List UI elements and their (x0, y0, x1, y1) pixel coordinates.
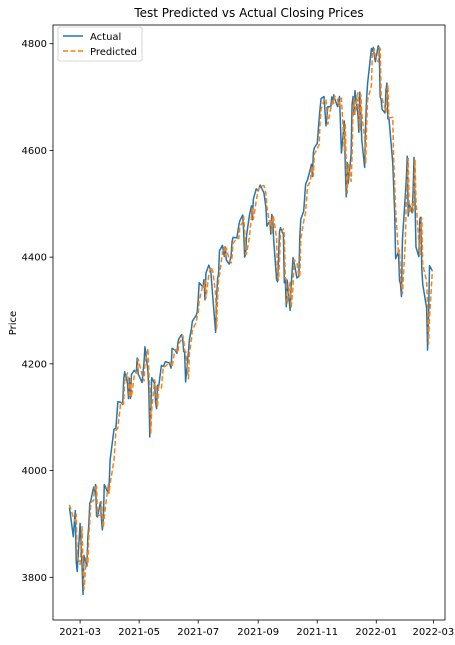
plot-series (68, 45, 434, 596)
y-axis: 3800 4000 4200 4400 4600 4800 (22, 39, 53, 584)
y-tick-label: 4800 (22, 39, 47, 50)
x-tick-label: 2021-03 (59, 627, 101, 638)
x-tick-label: 2021-09 (237, 627, 279, 638)
legend: Actual Predicted (57, 26, 143, 62)
x-tick-label: 2021-11 (296, 627, 338, 638)
x-tick-label: 2022-01 (355, 627, 397, 638)
y-tick-label: 4600 (22, 146, 47, 157)
x-tick-label: 2021-07 (177, 627, 219, 638)
series-line-actual (68, 45, 434, 596)
legend-label-actual: Actual (90, 32, 121, 43)
x-tick-label: 2022-03 (412, 627, 454, 638)
chart-title: Test Predicted vs Actual Closing Prices (133, 6, 363, 20)
x-axis: 2021-03 2021-05 2021-07 2021-09 2021-11 2022-… (59, 620, 454, 638)
y-tick-label: 3800 (22, 573, 47, 584)
x-tick-label: 2021-05 (118, 627, 160, 638)
y-tick-label: 4200 (22, 359, 47, 370)
plot-frame (52, 24, 446, 621)
series-line-predicted (68, 46, 434, 590)
y-axis-label: Price (8, 311, 19, 335)
y-tick-label: 4000 (22, 466, 47, 477)
y-tick-label: 4400 (22, 253, 47, 264)
legend-label-predicted: Predicted (90, 47, 137, 58)
